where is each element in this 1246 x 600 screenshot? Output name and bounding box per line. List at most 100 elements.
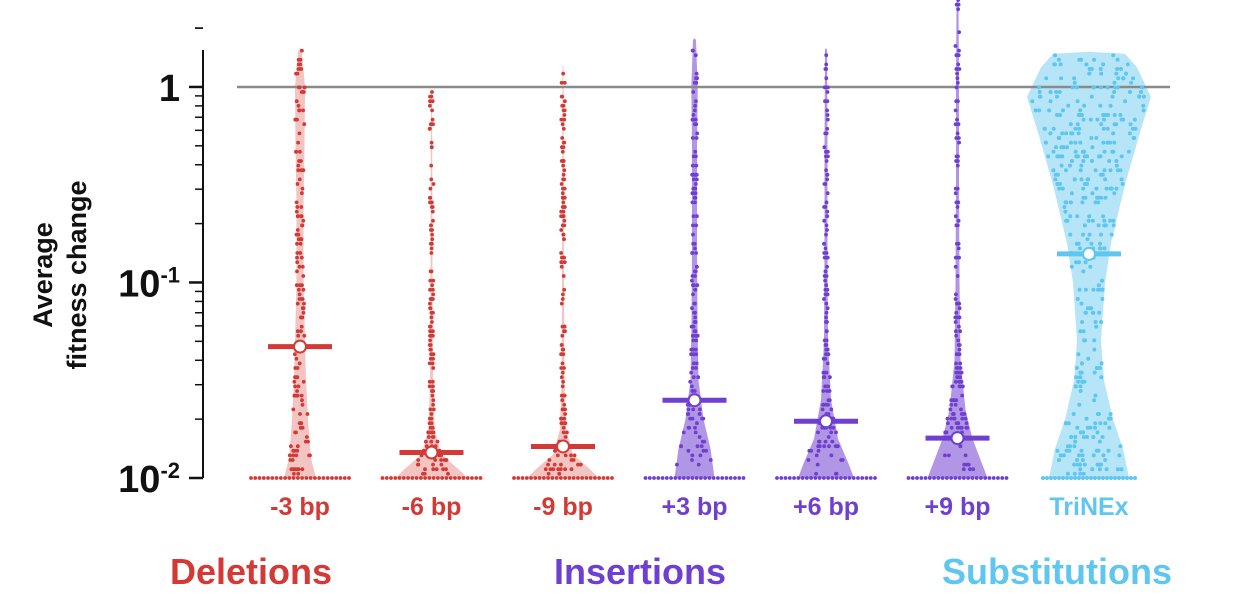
point-minus6-bp [416,462,421,467]
point-trinex [1102,218,1107,223]
point-minus3-bp [302,122,307,127]
point-plus3-bp [694,333,698,338]
point-trinex [1083,287,1088,292]
point-minus6-bp [428,241,433,246]
point-plus9-bp [956,62,961,67]
point-plus9-bp [983,476,988,480]
point-trinex [1125,476,1129,480]
point-plus3-bp [696,462,701,467]
point-minus3-bp [295,476,300,480]
point-trinex [1075,154,1080,159]
point-plus9-bp [923,476,928,480]
point-minus9-bp [550,476,555,480]
point-minus6-bp [430,228,434,232]
point-minus6-bp [428,324,433,329]
point-minus3-bp [301,90,306,94]
point-plus3-bp [675,462,679,467]
point-plus3-bp [691,407,696,412]
point-plus9-bp [996,476,1000,480]
point-minus3-bp [294,209,299,214]
point-plus9-bp [961,467,966,472]
point-trinex [1063,200,1068,205]
point-minus6-bp [429,223,433,228]
point-trinex [1103,223,1108,228]
point-plus3-bp [702,439,707,444]
point-plus6-bp [839,476,843,480]
point-trinex [1099,375,1104,380]
point-minus6-bp [429,439,434,444]
point-plus3-bp [681,476,686,480]
point-plus9-bp [957,347,962,352]
point-trinex [1077,453,1081,458]
point-trinex [1093,393,1098,398]
point-minus6-bp [431,297,435,301]
point-minus3-bp [297,177,302,182]
point-plus6-bp [824,329,829,334]
violin-minus3-bp [284,47,316,479]
point-trinex [1108,186,1113,191]
violin-plus3-bp [674,38,715,478]
point-minus3-bp [295,393,300,398]
point-plus6-bp [822,297,826,301]
point-trinex [1075,297,1080,301]
point-trinex [1091,435,1096,439]
point-plus9-bp [952,416,957,421]
point-minus6-bp [431,122,435,127]
point-plus9-bp [943,430,948,435]
point-plus6-bp [825,126,830,131]
point-plus6-bp [825,264,829,269]
point-minus3-bp [298,412,302,416]
point-trinex [1108,412,1113,416]
point-minus6-bp [428,287,432,292]
group-labels: Deletions Insertions Substitutions [170,551,1172,592]
point-trinex [1059,163,1064,168]
point-trinex [1088,117,1093,122]
point-plus3-bp [690,136,695,140]
point-trinex [1083,338,1087,343]
point-plus9-bp [954,255,959,260]
point-trinex [1131,76,1135,81]
point-minus3-bp [295,366,300,370]
point-plus9-bp [949,416,954,421]
point-trinex [1099,71,1104,76]
point-minus9-bp [554,476,559,480]
point-minus6-bp [428,278,433,283]
point-minus9-bp [561,108,566,113]
point-plus6-bp [831,425,836,430]
point-plus3-bp [697,435,702,439]
point-minus9-bp [571,458,576,462]
point-plus9-bp [957,370,961,375]
point-minus6-bp [431,462,435,467]
point-plus6-bp [825,177,829,182]
point-trinex [1114,186,1119,191]
point-trinex [1054,145,1058,150]
point-plus6-bp [824,168,828,173]
point-plus3-bp [691,186,696,191]
point-plus6-bp [829,407,834,412]
point-trinex [1093,476,1097,480]
point-trinex [1101,476,1105,480]
point-minus6-bp [431,333,435,338]
y-axis-title-line-1: Average [28,222,58,328]
point-plus9-bp [956,2,961,7]
point-trinex [1065,145,1070,150]
point-plus3-bp [690,48,695,53]
point-trinex [1072,177,1077,182]
point-minus6-bp [428,103,432,108]
point-minus9-bp [569,467,574,472]
point-plus3-bp [693,122,697,127]
point-minus6-bp [431,292,436,297]
point-plus9-bp [953,122,958,127]
point-trinex [1078,389,1083,393]
point-plus3-bp [656,476,661,480]
point-trinex [1076,379,1081,384]
point-trinex [1098,241,1102,246]
point-trinex [1049,476,1053,480]
point-trinex [1046,154,1051,159]
point-plus9-bp [955,301,959,306]
point-minus6-bp [410,476,415,480]
point-plus6-bp [834,476,839,480]
point-minus3-bp [301,379,306,384]
point-plus3-bp [679,444,683,449]
point-trinex [1109,232,1114,237]
